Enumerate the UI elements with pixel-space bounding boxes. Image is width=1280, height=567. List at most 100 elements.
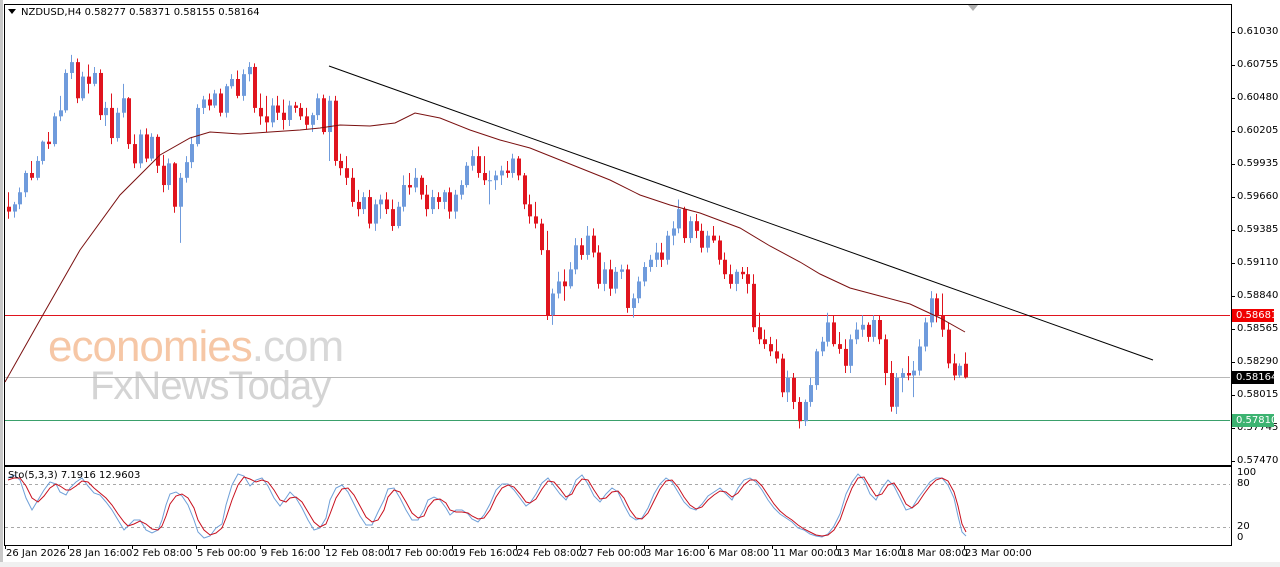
bull-candle bbox=[930, 298, 934, 323]
time-axis-label: 9 Feb 16:00 bbox=[261, 548, 321, 559]
price-axis-label: 0.60755 bbox=[1237, 59, 1279, 70]
bear-candle bbox=[506, 170, 510, 173]
price-axis-label: 0.59935 bbox=[1237, 158, 1279, 169]
bull-candle bbox=[116, 112, 120, 139]
bull-candle bbox=[511, 158, 515, 173]
bull-candle bbox=[242, 74, 246, 96]
bull-candle bbox=[706, 235, 710, 248]
bear-candle bbox=[534, 216, 538, 224]
bull-candle bbox=[924, 322, 928, 347]
bear-candle bbox=[7, 206, 11, 212]
time-tick bbox=[260, 545, 261, 549]
bear-candle bbox=[437, 197, 441, 202]
bull-candle bbox=[494, 175, 498, 181]
time-tick bbox=[452, 545, 453, 549]
time-axis-label: 23 Mar 00:00 bbox=[965, 548, 1032, 559]
bull-candle bbox=[93, 72, 97, 84]
time-axis-label: 3 Mar 16:00 bbox=[645, 548, 706, 559]
dropdown-triangle-icon[interactable] bbox=[8, 9, 16, 14]
symbol-ohlc-label: NZDUSD,H4 0.58277 0.58371 0.58155 0.5816… bbox=[21, 7, 260, 18]
bull-candle bbox=[632, 298, 636, 308]
bear-candle bbox=[276, 105, 280, 113]
bull-candle bbox=[431, 197, 435, 210]
window-left-border bbox=[0, 0, 3, 567]
bear-candle bbox=[299, 107, 303, 117]
price-axis-label: 0.60205 bbox=[1237, 125, 1279, 136]
bear-candle bbox=[947, 329, 951, 364]
bear-candle bbox=[832, 322, 836, 345]
bull-candle bbox=[655, 252, 659, 260]
moving-average-line bbox=[4, 112, 966, 383]
bull-candle bbox=[402, 185, 406, 207]
bear-candle bbox=[546, 250, 550, 316]
bear-candle bbox=[626, 269, 630, 308]
bear-candle bbox=[763, 339, 767, 345]
bull-candle bbox=[786, 377, 790, 393]
bull-candle bbox=[809, 385, 813, 402]
support-price-badge: 0.57810 bbox=[1232, 414, 1277, 427]
price-axis-label: 0.58015 bbox=[1237, 389, 1279, 400]
price-tick bbox=[1231, 329, 1235, 330]
time-tick bbox=[644, 545, 645, 549]
bear-candle bbox=[339, 160, 343, 169]
bear-candle bbox=[253, 66, 257, 108]
bear-candle bbox=[47, 141, 51, 145]
bear-candle bbox=[87, 76, 91, 84]
bear-candle bbox=[76, 62, 80, 99]
bull-candle bbox=[185, 162, 189, 178]
time-tick bbox=[132, 545, 133, 549]
bear-candle bbox=[798, 401, 802, 422]
bull-candle bbox=[414, 177, 418, 188]
resistance-price-badge: 0.58681 bbox=[1232, 309, 1277, 322]
bull-candle bbox=[202, 99, 206, 108]
bull-candle bbox=[958, 365, 962, 376]
time-tick bbox=[772, 545, 773, 549]
time-tick bbox=[196, 545, 197, 549]
bull-candle bbox=[397, 206, 401, 227]
bear-candle bbox=[941, 315, 945, 330]
bear-candle bbox=[867, 324, 871, 337]
bull-candle bbox=[150, 136, 154, 159]
bear-candle bbox=[964, 363, 968, 378]
bull-candle bbox=[855, 329, 859, 340]
bear-candle bbox=[729, 274, 733, 284]
time-axis-label: 2 Feb 08:00 bbox=[133, 548, 193, 559]
bull-candle bbox=[500, 170, 504, 176]
time-axis-label: 18 Mar 08:00 bbox=[901, 548, 968, 559]
bear-candle bbox=[723, 259, 727, 275]
bull-candle bbox=[551, 293, 555, 316]
chart-title: NZDUSD,H4 0.58277 0.58371 0.58155 0.5816… bbox=[8, 7, 260, 18]
bear-candle bbox=[718, 240, 722, 260]
price-tick bbox=[1231, 362, 1235, 363]
price-axis-label: 0.59110 bbox=[1237, 257, 1279, 268]
bear-candle bbox=[322, 98, 326, 133]
bull-candle bbox=[316, 98, 320, 116]
bull-candle bbox=[643, 266, 647, 282]
price-axis-label: 0.58565 bbox=[1237, 323, 1279, 334]
stochastic-pane[interactable] bbox=[4, 466, 1232, 546]
bear-candle bbox=[345, 168, 349, 178]
bull-candle bbox=[677, 209, 681, 229]
chart-shift-marker-icon[interactable] bbox=[968, 5, 978, 11]
bear-candle bbox=[695, 221, 699, 231]
bear-candle bbox=[953, 363, 957, 376]
bull-candle bbox=[465, 165, 469, 186]
bear-candle bbox=[592, 235, 596, 253]
price-chart-pane[interactable] bbox=[4, 4, 1232, 466]
time-tick bbox=[68, 545, 69, 549]
bull-candle bbox=[167, 163, 171, 186]
price-tick bbox=[1231, 131, 1235, 132]
bull-candle bbox=[311, 115, 315, 125]
price-axis-label: 0.57470 bbox=[1237, 455, 1279, 466]
bear-candle bbox=[792, 377, 796, 402]
bull-candle bbox=[81, 76, 85, 99]
bear-candle bbox=[425, 194, 429, 210]
bear-candle bbox=[597, 252, 601, 284]
bear-candle bbox=[540, 223, 544, 251]
bull-candle bbox=[872, 320, 876, 337]
time-tick bbox=[964, 545, 965, 549]
time-tick bbox=[900, 545, 901, 549]
bear-candle bbox=[935, 298, 939, 316]
time-axis-label: 24 Feb 08:00 bbox=[517, 548, 583, 559]
time-tick bbox=[708, 545, 709, 549]
